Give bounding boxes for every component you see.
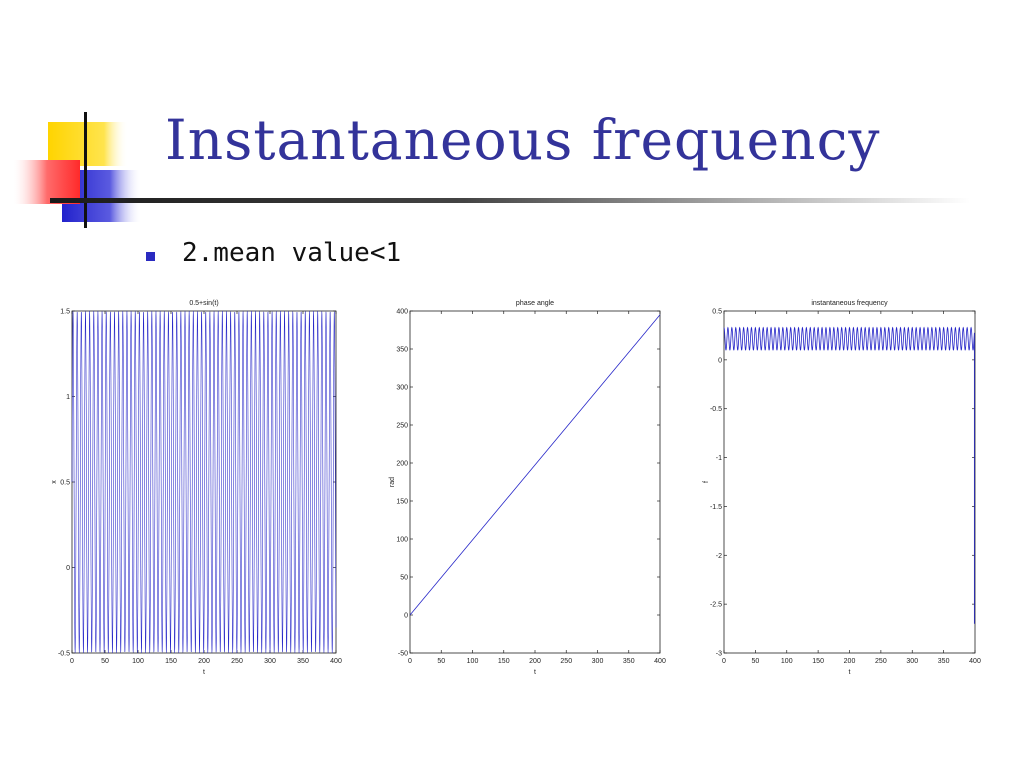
y-axis-label: f — [703, 481, 710, 483]
bullet-square-icon — [146, 252, 155, 261]
y-tick-label: 1 — [66, 394, 70, 401]
x-tick-label: 350 — [297, 658, 309, 665]
y-tick-label: 0 — [718, 357, 722, 364]
x-tick-label: 50 — [437, 658, 445, 665]
series-line — [71, 310, 337, 654]
y-axis-label: rad — [389, 477, 396, 487]
series-line — [409, 314, 661, 616]
slide-corner-decoration — [14, 112, 142, 228]
y-tick-label: 0.5 — [60, 480, 70, 487]
y-tick-label: 200 — [396, 461, 408, 468]
y-tick-label: -2 — [716, 553, 722, 560]
x-tick-label: 350 — [938, 658, 950, 665]
x-tick-label: 250 — [231, 658, 243, 665]
x-tick-label: 50 — [751, 658, 759, 665]
y-tick-label: -0.5 — [58, 651, 70, 658]
y-tick-label: 350 — [396, 347, 408, 354]
y-tick-label: 300 — [396, 385, 408, 392]
x-tick-label: 250 — [875, 658, 887, 665]
chart-phase-angle: 0 50 100 150 200 250 300 350 400-500501001502002… — [389, 300, 666, 676]
y-tick-label: -50 — [398, 651, 408, 658]
chart-instantaneous-frequency: 0 50 100 150 200 250 300 350 400 -3 -2.5 -2 -1.5 -1 -0… — [703, 300, 981, 676]
x-tick-label: 150 — [498, 658, 510, 665]
series-line — [723, 326, 975, 624]
y-tick-label: 1.5 — [60, 309, 70, 316]
x-axis-label: t — [849, 669, 851, 676]
y-tick-label: -2.5 — [710, 602, 722, 609]
y-tick-label: 100 — [396, 537, 408, 544]
plot-frame — [723, 310, 976, 654]
y-axis-label: x — [51, 480, 58, 484]
y-tick-label: 0.5 — [712, 309, 722, 316]
x-axis-label: t — [534, 669, 536, 676]
x-tick-label: 400 — [969, 658, 981, 665]
x-tick-label: 200 — [844, 658, 856, 665]
y-tick-label: 250 — [396, 423, 408, 430]
x-tick-label: 0 — [408, 658, 412, 665]
x-tick-label: 400 — [654, 658, 666, 665]
slide-title: Instantaneous frequency — [165, 108, 881, 172]
y-tick-label: -0.5 — [710, 406, 722, 413]
x-tick-label: 350 — [623, 658, 635, 665]
y-tick-label: -3 — [716, 651, 722, 658]
x-tick-label: 300 — [592, 658, 604, 665]
chart-title: 0.5+sin(t) — [189, 300, 218, 307]
plot-frame — [409, 310, 661, 654]
x-tick-label: 50 — [101, 658, 109, 665]
y-tick-label: 400 — [396, 309, 408, 316]
x-tick-label: 300 — [264, 658, 276, 665]
x-tick-label: 200 — [198, 658, 210, 665]
x-tick-label: 0 — [722, 658, 726, 665]
chart-signal: 0 50 100 150 200 250 300 350 400-0.500.511.50.5+… — [51, 300, 342, 676]
chart-title: instantaneous frequency — [811, 300, 888, 307]
x-tick-label: 250 — [560, 658, 572, 665]
x-tick-label: 200 — [529, 658, 541, 665]
x-tick-label: 100 — [781, 658, 793, 665]
y-tick-label: -1 — [716, 455, 722, 462]
y-tick-label: 50 — [400, 575, 408, 582]
chart-title: phase angle — [516, 300, 554, 307]
x-tick-label: 0 — [70, 658, 74, 665]
x-tick-label: 400 — [330, 658, 342, 665]
bullet-text: 2.mean value<1 — [182, 238, 402, 268]
title-underline — [50, 198, 970, 203]
x-tick-label: 100 — [467, 658, 479, 665]
x-tick-label: 150 — [812, 658, 824, 665]
x-axis-label: t — [203, 669, 205, 676]
x-tick-label: 150 — [165, 658, 177, 665]
x-tick-label: 300 — [906, 658, 918, 665]
y-tick-label: 0 — [404, 613, 408, 620]
y-tick-label: 150 — [396, 499, 408, 506]
y-tick-label: 0 — [66, 565, 70, 572]
x-tick-label: 100 — [132, 658, 144, 665]
y-tick-label: -1.5 — [710, 504, 722, 511]
